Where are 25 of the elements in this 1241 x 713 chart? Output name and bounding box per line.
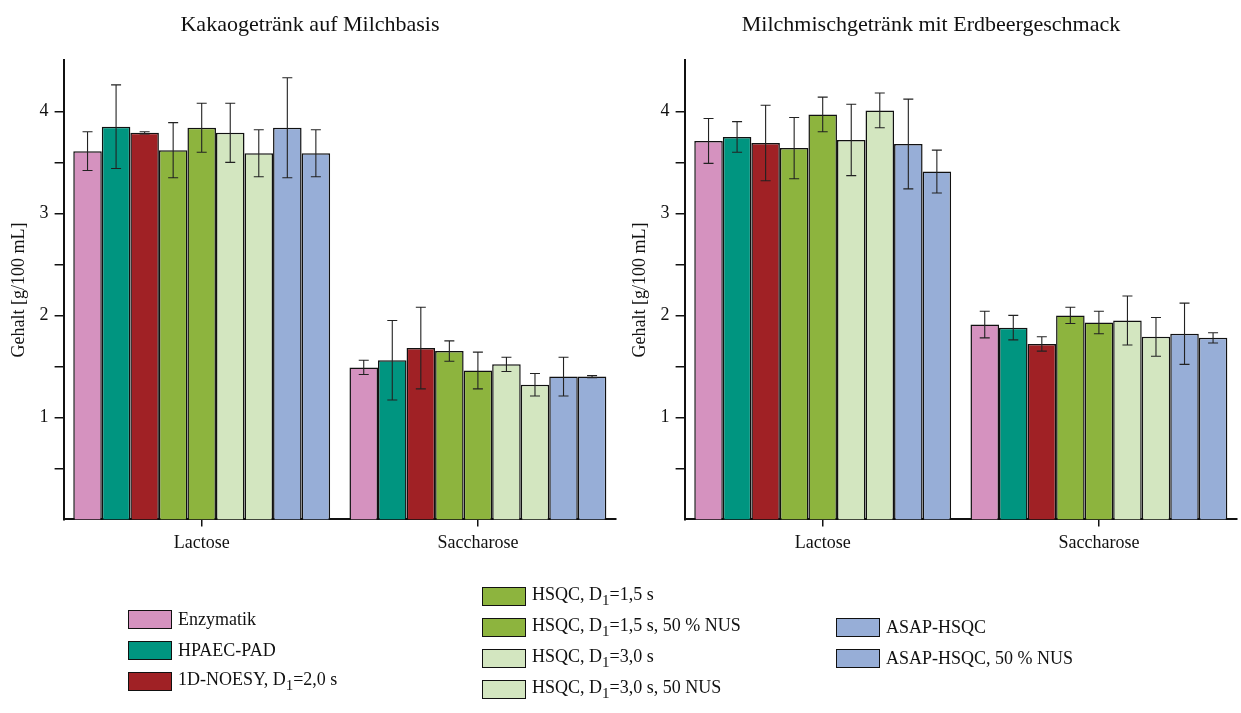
chart-title: Kakaogetränk auf Milchbasis	[180, 10, 440, 36]
x-tick-label: Saccharose	[437, 531, 519, 552]
y-tick-label: 1	[660, 406, 670, 427]
y-axis-title: Gehalt [g/100 mL]	[628, 222, 649, 358]
y-tick-label: 2	[39, 304, 49, 325]
legend-label: HSQC, D$_{1}$=3,0 s, 50 NUS	[532, 677, 722, 702]
y-tick-label: 4	[660, 100, 670, 121]
y-axis-title: Gehalt [g/100 mL]	[7, 222, 28, 358]
legend-label: Enzymatik	[178, 609, 256, 630]
x-tick-label: Lactose	[794, 531, 851, 552]
legend-label: HSQC, D$_{1}$=1,5 s, 50 % NUS	[532, 615, 741, 640]
y-tick-label: 3	[39, 202, 49, 223]
legend-label: HPAEC-PAD	[178, 640, 276, 661]
x-tick-label: Lactose	[173, 531, 230, 552]
y-tick-label: 2	[660, 304, 670, 325]
legend-label: 1D-NOESY, D$_{1}$=2,0 s	[178, 669, 338, 694]
y-tick-label: 3	[660, 202, 670, 223]
legend-label: HSQC, D$_{1}$=3,0 s	[532, 646, 654, 671]
x-tick-label: Saccharose	[1058, 531, 1140, 552]
y-tick-label: 4	[39, 100, 49, 121]
y-tick-label: 1	[39, 406, 49, 427]
chart-title: Milchmischgetränk mit Erdbeergeschmack	[741, 10, 1121, 36]
legend-label: ASAP-HSQC	[886, 617, 987, 638]
legend-label: ASAP-HSQC, 50 % NUS	[886, 648, 1074, 669]
legend-label: HSQC, D$_{1}$=1,5 s	[532, 584, 654, 609]
